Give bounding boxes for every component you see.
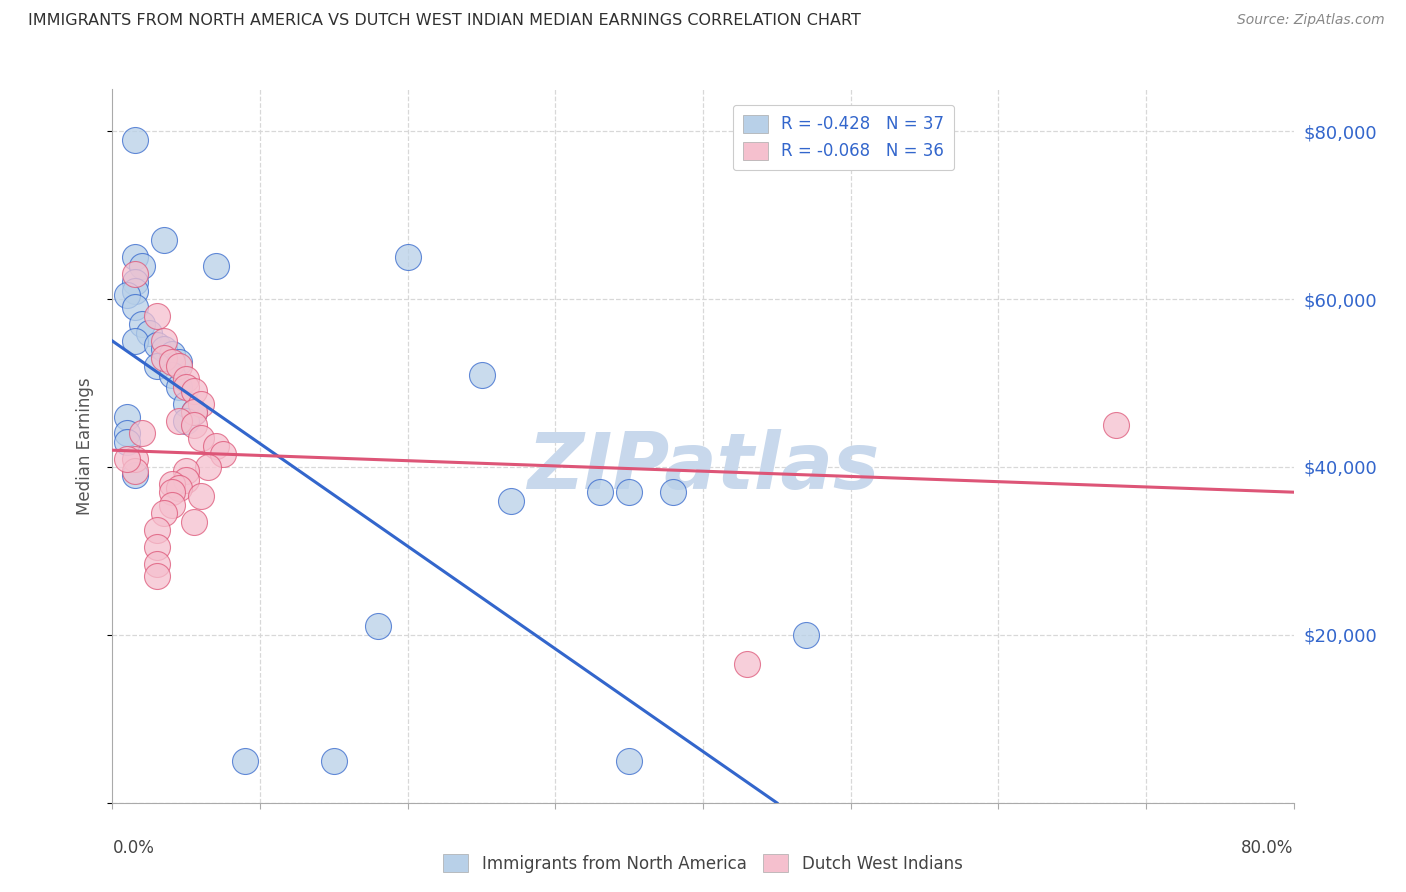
Point: [205, 259, 228, 273]
Point: [396, 250, 419, 264]
Point: [124, 267, 146, 281]
Point: [160, 498, 183, 512]
Point: [117, 434, 138, 449]
Point: [174, 397, 197, 411]
Text: IMMIGRANTS FROM NORTH AMERICA VS DUTCH WEST INDIAN MEDIAN EARNINGS CORRELATION C: IMMIGRANTS FROM NORTH AMERICA VS DUTCH W…: [28, 13, 860, 29]
Point: [619, 485, 641, 500]
Point: [470, 368, 494, 382]
Point: [619, 754, 641, 768]
Point: [737, 657, 759, 672]
Text: 0.0%: 0.0%: [112, 838, 155, 856]
Text: 80.0%: 80.0%: [1241, 838, 1294, 856]
Point: [124, 464, 146, 478]
Point: [183, 417, 205, 432]
Point: [117, 426, 138, 441]
Point: [160, 346, 183, 360]
Point: [588, 485, 610, 500]
Point: [160, 368, 183, 382]
Legend: Immigrants from North America, Dutch West Indians: Immigrants from North America, Dutch Wes…: [437, 847, 969, 880]
Point: [124, 451, 146, 466]
Point: [233, 754, 256, 768]
Point: [183, 405, 205, 419]
Point: [183, 405, 205, 419]
Point: [190, 489, 212, 503]
Point: [212, 447, 235, 461]
Point: [167, 481, 190, 495]
Point: [662, 485, 685, 500]
Point: [796, 628, 818, 642]
Point: [131, 318, 153, 332]
Point: [146, 359, 169, 374]
Point: [323, 754, 346, 768]
Point: [131, 259, 153, 273]
Point: [131, 426, 153, 441]
Point: [197, 460, 219, 475]
Point: [174, 380, 197, 394]
Point: [146, 309, 169, 323]
Point: [501, 493, 523, 508]
Point: [160, 485, 183, 500]
Point: [167, 359, 190, 374]
Text: Source: ZipAtlas.com: Source: ZipAtlas.com: [1237, 13, 1385, 28]
Point: [146, 569, 169, 583]
Point: [153, 343, 176, 357]
Point: [124, 301, 146, 315]
Point: [167, 414, 190, 428]
Point: [174, 414, 197, 428]
Point: [124, 334, 146, 348]
Point: [190, 397, 212, 411]
Point: [117, 288, 138, 302]
Text: ZIPatlas: ZIPatlas: [527, 429, 879, 506]
Point: [117, 451, 138, 466]
Point: [167, 355, 190, 369]
Point: [146, 557, 169, 571]
Point: [367, 619, 389, 633]
Point: [124, 468, 146, 483]
Point: [174, 372, 197, 386]
Point: [153, 351, 176, 365]
Point: [174, 473, 197, 487]
Point: [117, 409, 138, 424]
Point: [160, 476, 183, 491]
Point: [160, 355, 183, 369]
Y-axis label: Median Earnings: Median Earnings: [76, 377, 94, 515]
Point: [167, 380, 190, 394]
Point: [124, 275, 146, 289]
Point: [174, 464, 197, 478]
Point: [124, 250, 146, 264]
Point: [183, 515, 205, 529]
Point: [124, 284, 146, 298]
Point: [153, 334, 176, 348]
Point: [146, 523, 169, 537]
Point: [124, 132, 146, 146]
Legend: R = -0.428   N = 37, R = -0.068   N = 36: R = -0.428 N = 37, R = -0.068 N = 36: [733, 104, 955, 170]
Point: [153, 506, 176, 520]
Point: [146, 540, 169, 554]
Point: [205, 439, 228, 453]
Point: [190, 431, 212, 445]
Point: [153, 233, 176, 247]
Point: [183, 384, 205, 399]
Point: [146, 338, 169, 352]
Point: [1105, 417, 1128, 432]
Point: [138, 326, 160, 340]
